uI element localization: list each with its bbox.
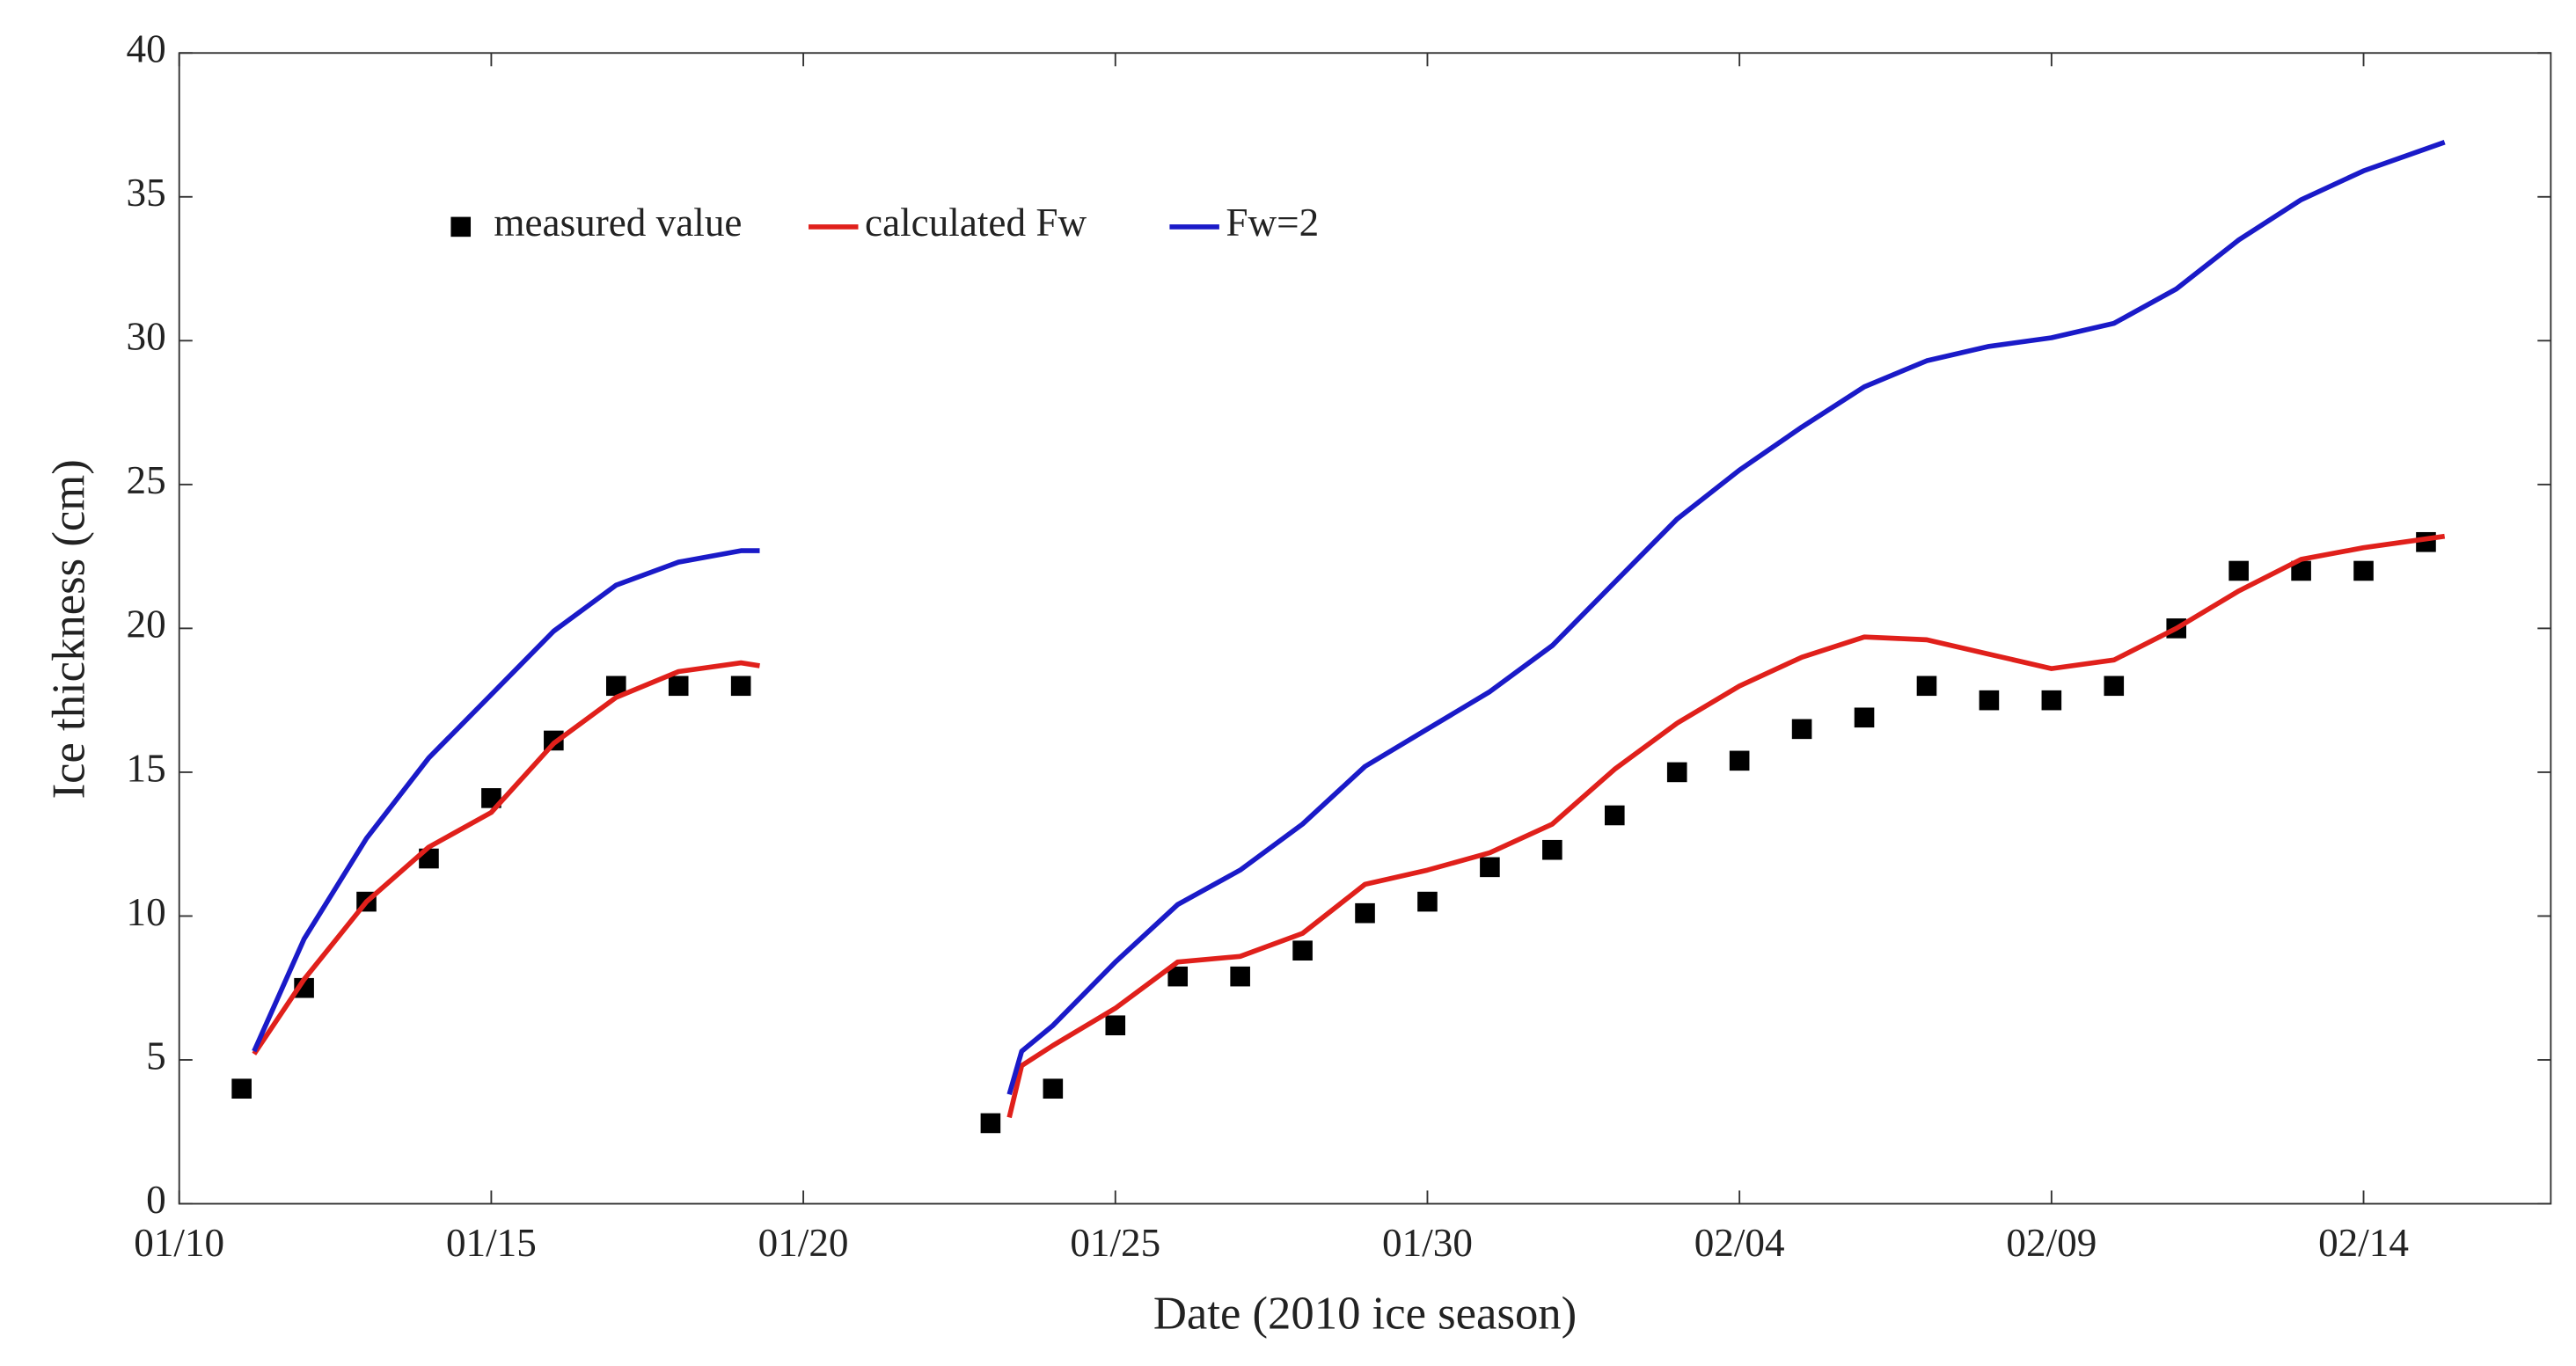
marker [1666,762,1687,783]
marker [1417,891,1438,912]
marker [668,676,689,697]
x-tick-label: 01/15 [446,1221,537,1265]
marker [1791,719,1812,740]
y-tick-label: 5 [146,1034,166,1077]
marker [1916,676,1937,697]
y-tick-label: 35 [127,171,166,215]
line-series [252,533,2446,1119]
marker [605,676,626,697]
legend-label: Fw=2 [1226,201,1319,245]
marker [1230,966,1250,987]
y-tick-label: 0 [146,1178,166,1222]
marker [2104,676,2125,697]
marker [980,1113,1001,1134]
marker [1604,805,1625,826]
y-tick-label: 25 [127,458,166,502]
marker [1167,966,1189,987]
y-axis-label: Ice thickness (cm) [43,459,94,799]
marker [730,676,751,697]
legend-label: measured value [494,201,742,245]
x-tick-label: 01/20 [758,1221,849,1265]
y-tick-label: 30 [127,315,166,359]
x-tick-label: 02/09 [2006,1221,2097,1265]
x-tick-label: 01/30 [1382,1221,1473,1265]
legend-marker [450,216,472,237]
x-tick-label: 02/04 [1694,1221,1785,1265]
y-tick-label: 10 [127,890,166,934]
x-tick-label: 02/14 [2318,1221,2409,1265]
marker [2353,560,2374,581]
marker [1729,750,1750,771]
x-axis-label: Date (2010 ice season) [1153,1289,1577,1340]
marker [2228,560,2249,581]
marker [1854,707,1875,728]
marker [1542,839,1562,860]
y-tick-label: 20 [127,603,166,646]
line-series [252,140,2446,1096]
y-tick-label: 15 [127,746,166,790]
marker [1355,902,1375,924]
marker [231,1078,252,1099]
marker [2291,560,2311,581]
marker [481,788,501,808]
x-tick-label: 01/10 [134,1221,224,1265]
marker [1105,1015,1126,1036]
marker [1043,1078,1064,1099]
x-tick-label: 01/25 [1070,1221,1160,1265]
marker [2041,690,2062,711]
marker [1979,690,2000,711]
legend-label: calculated Fw [865,201,1087,245]
marker [1480,857,1500,878]
y-tick-label: 40 [127,27,166,71]
marker [1292,940,1313,961]
